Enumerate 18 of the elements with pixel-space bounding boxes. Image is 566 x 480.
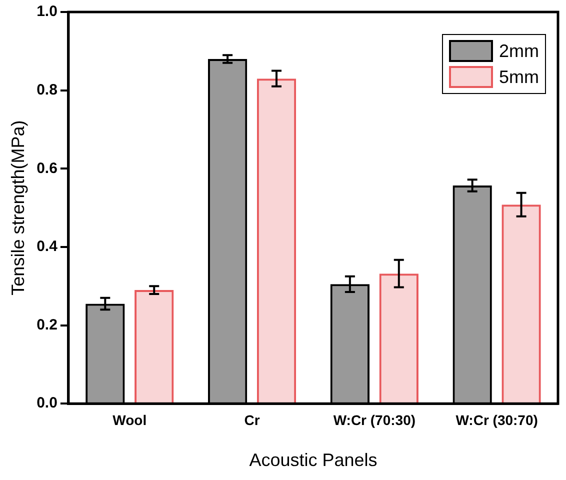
y-tick-label: 0.6 (36, 160, 58, 177)
legend-label: 5mm (499, 66, 539, 89)
x-axis-title: Acoustic Panels (249, 450, 378, 470)
y-tick-label: 0.4 (36, 238, 58, 256)
y-tick-label: 0.2 (36, 316, 58, 334)
x-tick-label: W:Cr (30:70) (456, 412, 538, 428)
legend-label: 2mm (499, 40, 539, 63)
y-tick-label: 0.0 (36, 394, 58, 412)
bar (134, 290, 174, 403)
y-tick-label: 0.8 (36, 81, 58, 98)
bar (256, 78, 296, 403)
x-tick-label: Wool (112, 412, 147, 428)
x-tick-label: W:Cr (70:30) (333, 412, 416, 428)
bar (502, 204, 541, 403)
bar (379, 274, 418, 403)
x-tick-label: Cr (244, 412, 260, 428)
y-axis-title: Tensile strength(MPa) (8, 120, 28, 296)
y-tick-label: 1.0 (36, 3, 58, 20)
